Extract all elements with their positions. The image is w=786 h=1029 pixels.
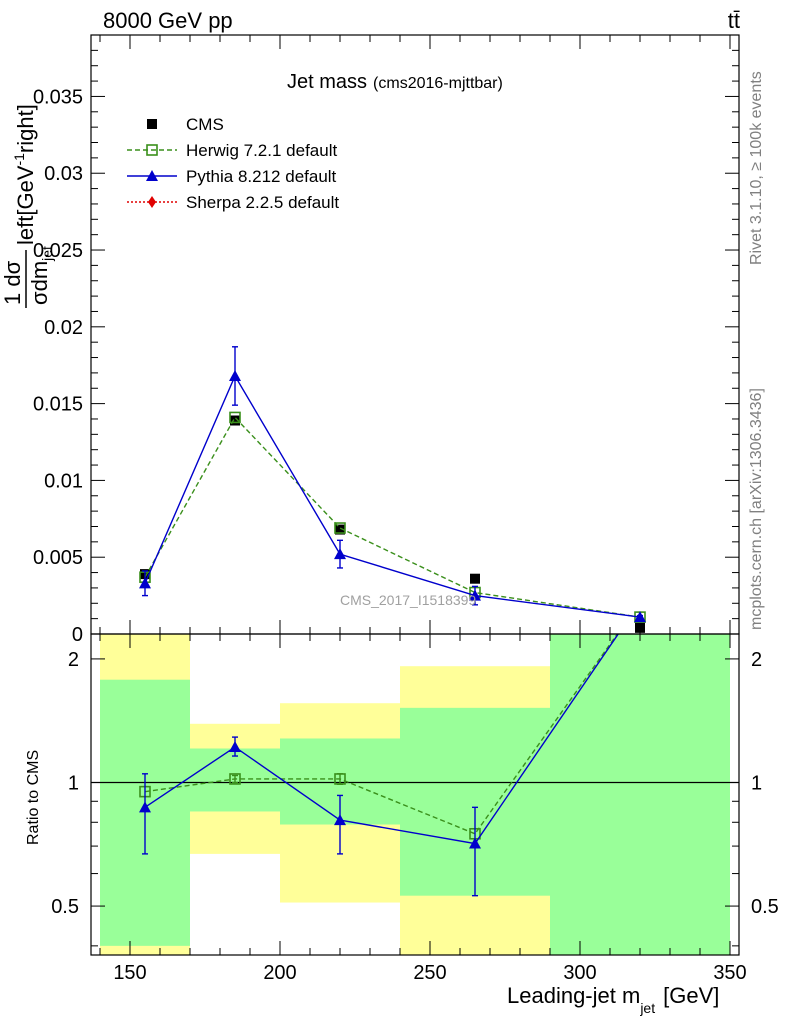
- x-tick-label: 200: [263, 962, 296, 984]
- ratio-uncertainty-bands: [100, 634, 730, 955]
- pythia-main-line: [144, 374, 641, 618]
- herwig-main-point: [229, 411, 241, 424]
- ratio-y-tick-label: 2: [68, 649, 79, 671]
- x-axis-label: Leading-jet mjet [GeV]: [507, 983, 719, 1016]
- pythia-main-point: [469, 589, 481, 601]
- header-left-label: 8000 GeV pp: [103, 8, 233, 33]
- herwig-legend-marker: [146, 144, 158, 156]
- cms-legend-label: CMS: [186, 115, 224, 134]
- cms-main-point: [470, 573, 480, 584]
- x-tick-label: 300: [563, 962, 596, 984]
- svg-text:σdmjet: σdmjet: [27, 246, 55, 305]
- svg-text:1 dσ: 1 dσ: [0, 260, 25, 305]
- sherpa-legend-marker: [148, 196, 156, 208]
- header-right-label: tt̄: [728, 8, 740, 33]
- ratio-y-axis-label: Ratio to CMS: [25, 750, 42, 845]
- cms-main-point: [230, 415, 240, 426]
- main-y-tick-label: 0.025: [33, 240, 83, 262]
- axes: 150 200 250 300 350 0 0.005 0.01 0.015 0.02 0.025 0…: [33, 34, 779, 984]
- ratio-curves: [91, 634, 739, 897]
- analysis-watermark: CMS_2017_I1518399: [340, 592, 476, 608]
- pythia-main-point: [139, 577, 151, 589]
- rivet-label: Rivet 3.1.10, ≥ 100k events: [748, 71, 765, 265]
- ratio-frame: [90, 633, 740, 956]
- pythia-ratio-point: [139, 801, 151, 813]
- herwig-ratio-point: [334, 773, 346, 785]
- main-y-tick-label: 0.03: [44, 163, 83, 185]
- herwig-main-point: [334, 522, 346, 534]
- main-y-tick-label: 0.01: [44, 470, 83, 492]
- ratio-y-tick-label-right: 1: [751, 772, 762, 794]
- pythia-ratio-point: [334, 814, 346, 826]
- pythia-main-point: [634, 611, 646, 623]
- x-tick-label: 350: [713, 962, 746, 984]
- herwig-legend-label: Herwig 7.2.1 default: [186, 141, 337, 160]
- ratio-y-tick-label-right: 0.5: [751, 896, 779, 918]
- ratio-y-tick-label-right: 2: [751, 649, 762, 671]
- x-tick-label: 250: [413, 962, 446, 984]
- main-y-axis-label: 1 dσ σdmjet left[GeV-1right]: [0, 104, 55, 308]
- cms-main-point: [335, 524, 345, 535]
- sherpa-legend-label: Sherpa 2.2.5 default: [186, 193, 339, 212]
- pythia-ratio-point: [229, 741, 241, 753]
- herwig-ratio-point: [229, 773, 241, 785]
- main-y-tick-label: 0: [72, 624, 83, 646]
- svg-text:left[GeV-1right]: left[GeV-1right]: [11, 104, 38, 245]
- herwig-main-line: [144, 416, 641, 618]
- chart-title: Jet mass (cms2016-mjttbar): [287, 71, 503, 93]
- pythia-ratio-point: [469, 837, 481, 849]
- ratio-y-tick-label: 1: [68, 772, 79, 794]
- stat-uncertainty-band: [550, 634, 730, 955]
- pythia-main-point: [334, 548, 346, 560]
- main-y-tick-label: 0.005: [33, 547, 83, 569]
- mcplots-label: mcplots.cern.ch [arXiv:1306.3436]: [748, 388, 765, 630]
- pythia-legend-marker: [146, 170, 158, 181]
- cms-legend-marker: [147, 119, 157, 129]
- pythia-main-point: [229, 369, 241, 381]
- pythia-legend-label: Pythia 8.212 default: [186, 167, 337, 186]
- main-y-tick-label: 0.015: [33, 394, 83, 416]
- main-curves: [139, 346, 646, 633]
- ratio-y-tick-label: 0.5: [51, 896, 79, 918]
- main-y-tick-label: 0.02: [44, 317, 83, 339]
- main-y-tick-label: 0.035: [33, 86, 83, 108]
- x-tick-label: 150: [113, 962, 146, 984]
- legend: CMS Herwig 7.2.1 default Pythia 8.212 defa…: [127, 115, 339, 212]
